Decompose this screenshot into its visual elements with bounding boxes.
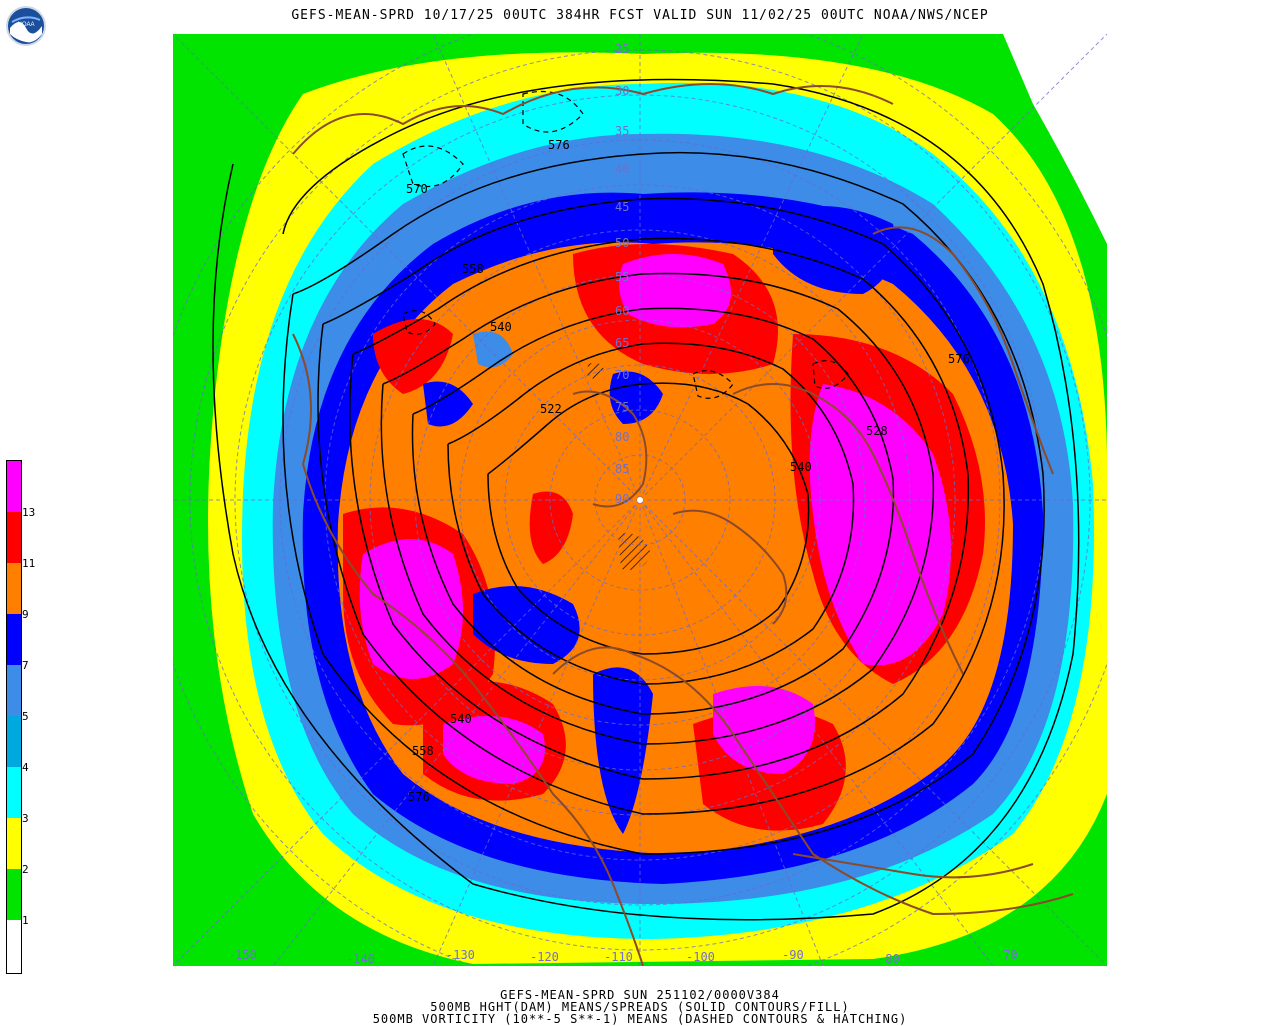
legend-label: 1 bbox=[22, 914, 29, 927]
spread-fill-blue bbox=[609, 371, 663, 424]
lon-label: -120 bbox=[530, 950, 559, 964]
legend-swatch-lightblue bbox=[7, 665, 21, 716]
noaa-logo: NOAA bbox=[6, 6, 46, 46]
legend-label: 11 bbox=[22, 557, 36, 570]
contour-label: 570 bbox=[406, 182, 428, 196]
contour-label: 540 bbox=[490, 320, 512, 334]
legend-swatch-orange bbox=[7, 563, 21, 614]
spread-fill-magenta bbox=[619, 254, 731, 328]
legend-label: 7 bbox=[22, 659, 29, 672]
contour-label: 576 bbox=[408, 790, 430, 804]
legend-swatch-magenta bbox=[7, 461, 21, 512]
legend-swatch-yellow bbox=[7, 818, 21, 869]
legend-label: 5 bbox=[22, 710, 29, 723]
legend-swatch-green bbox=[7, 869, 21, 920]
lat-label: 50 bbox=[615, 236, 630, 250]
legend-label: 9 bbox=[22, 608, 29, 621]
height-contours bbox=[212, 78, 1080, 921]
vorticity-hatching bbox=[587, 362, 605, 379]
spread-fill-blue bbox=[773, 206, 895, 294]
contour-label: 528 bbox=[866, 424, 888, 438]
lat-label: 40 bbox=[615, 162, 630, 176]
legend-label: 3 bbox=[22, 812, 29, 825]
contour-label: 576 bbox=[548, 138, 570, 152]
lat-label: 25 bbox=[615, 42, 630, 56]
spread-fill-blue bbox=[593, 667, 653, 834]
lon-label: -80 bbox=[878, 952, 900, 966]
contour-label: 540 bbox=[450, 712, 472, 726]
lon-label: -140 bbox=[346, 952, 375, 966]
lat-label: 30 bbox=[615, 84, 630, 98]
legend-swatch-cyan bbox=[7, 767, 21, 818]
footer-line-1: GEFS-MEAN-SPRD SUN 251102/0000V384 bbox=[500, 988, 780, 1002]
contour-label: 540 bbox=[790, 460, 812, 474]
spread-fill-magenta bbox=[359, 539, 463, 679]
lat-label: 75 bbox=[615, 400, 630, 414]
polar-map bbox=[173, 34, 1107, 966]
lat-label: 35 bbox=[615, 124, 630, 138]
spread-fill-blue bbox=[473, 586, 580, 664]
spread-fill-red bbox=[373, 319, 453, 394]
legend-label: 2 bbox=[22, 863, 29, 876]
lon-label: -150 bbox=[228, 948, 257, 962]
lat-label: 45 bbox=[615, 200, 630, 214]
contour-label: 576 bbox=[948, 352, 970, 366]
lon-label: -100 bbox=[686, 950, 715, 964]
lon-label: -110 bbox=[604, 950, 633, 964]
lat-label: 55 bbox=[615, 270, 630, 284]
legend-swatch-blue bbox=[7, 614, 21, 665]
contour-label: 522 bbox=[540, 402, 562, 416]
footer-line-3: 500MB VORTICITY (10**-5 S**-1) MEANS (DA… bbox=[372, 1012, 908, 1026]
spread-fill-blue bbox=[423, 381, 473, 427]
legend-label: 4 bbox=[22, 761, 29, 774]
legend-swatch-skyblue bbox=[7, 716, 21, 767]
vorticity-contours bbox=[402, 90, 849, 399]
longitude-grid bbox=[173, 34, 1107, 966]
footer-line-2: 500MB HGHT(DAM) MEANS/SPREADS (SOLID CON… bbox=[430, 1000, 850, 1014]
color-legend bbox=[6, 460, 22, 974]
contour-label: 558 bbox=[462, 262, 484, 276]
coastlines bbox=[292, 83, 1074, 966]
lat-label: 65 bbox=[615, 336, 630, 350]
lat-label: 70 bbox=[615, 368, 630, 382]
lat-label: 85 bbox=[615, 462, 630, 476]
lat-label: 80 bbox=[615, 430, 630, 444]
lon-label: -90 bbox=[782, 948, 804, 962]
legend-swatch-white bbox=[7, 920, 21, 973]
north-pole-marker bbox=[637, 497, 643, 503]
spread-fill-white bbox=[1003, 34, 1107, 244]
legend-swatch-red bbox=[7, 512, 21, 563]
legend-label: 13 bbox=[22, 506, 36, 519]
spread-fill-magenta bbox=[713, 686, 815, 774]
lon-label: -70 bbox=[996, 948, 1018, 962]
contour-label: 558 bbox=[412, 744, 434, 758]
svg-text:NOAA: NOAA bbox=[17, 22, 34, 28]
lon-label: -130 bbox=[446, 948, 475, 962]
lat-label: 60 bbox=[615, 304, 630, 318]
lat-label: 90 bbox=[615, 492, 630, 506]
page-title: GEFS-MEAN-SPRD 10/17/25 00UTC 384HR FCST… bbox=[291, 8, 989, 23]
